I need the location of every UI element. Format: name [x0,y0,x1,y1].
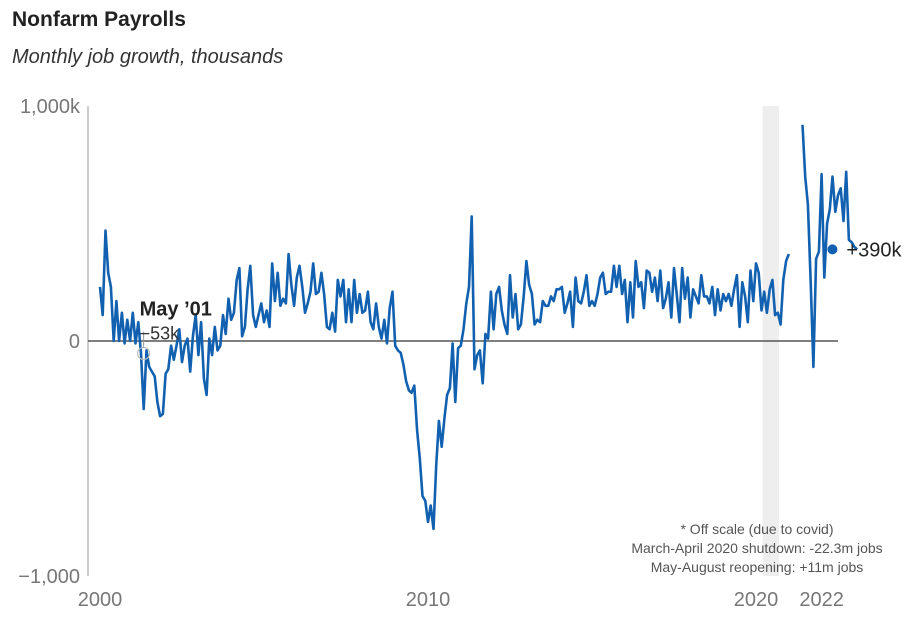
x-tick-labels: 2000 2010 2020 2022 [78,589,844,611]
footnote-line-2: March-April 2020 shutdown: -22.3m jobs [631,540,882,556]
y-tick-labels: 1,000k 0 −1,000 [18,96,81,588]
footnote-line-1: * Off scale (due to covid) [680,521,833,537]
y-tick-label-0: 1,000k [20,96,81,118]
latest-value-label: +390k [846,239,902,261]
y-tick-label-1: 0 [69,331,80,353]
footnote-line-3: May-August reopening: +11m jobs [651,559,864,575]
x-tick-label-3: 2022 [799,589,844,611]
y-tick-label-2: −1,000 [18,566,80,588]
may-2001-value: −53k [140,323,181,343]
series-layer [98,124,858,531]
x-tick-label-2: 2020 [734,589,779,611]
x-tick-label-0: 2000 [78,589,123,611]
series-line-0 [98,124,858,531]
chart-title: Nonfarm Payrolls [12,8,186,31]
may-2001-label: May ’01 [140,298,212,320]
chart-subtitle: Monthly job growth, thousands [12,46,284,68]
x-tick-label-1: 2010 [406,589,451,611]
latest-value-dot [827,244,838,255]
